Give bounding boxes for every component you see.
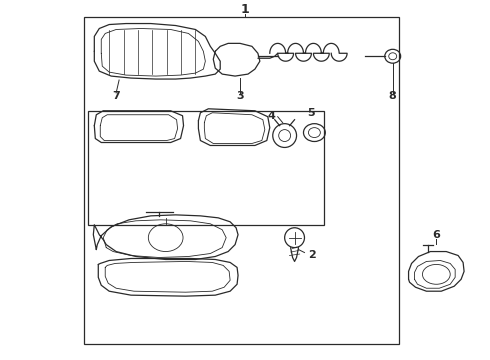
Bar — [84, 17, 399, 344]
Bar — [88, 111, 324, 225]
Text: 3: 3 — [236, 91, 244, 101]
Text: 1: 1 — [241, 3, 249, 16]
Text: 7: 7 — [112, 91, 120, 101]
Text: 2: 2 — [309, 249, 316, 260]
Text: 8: 8 — [389, 91, 396, 101]
Text: 5: 5 — [308, 108, 315, 118]
Text: 4: 4 — [268, 111, 276, 121]
Text: 6: 6 — [432, 230, 441, 240]
